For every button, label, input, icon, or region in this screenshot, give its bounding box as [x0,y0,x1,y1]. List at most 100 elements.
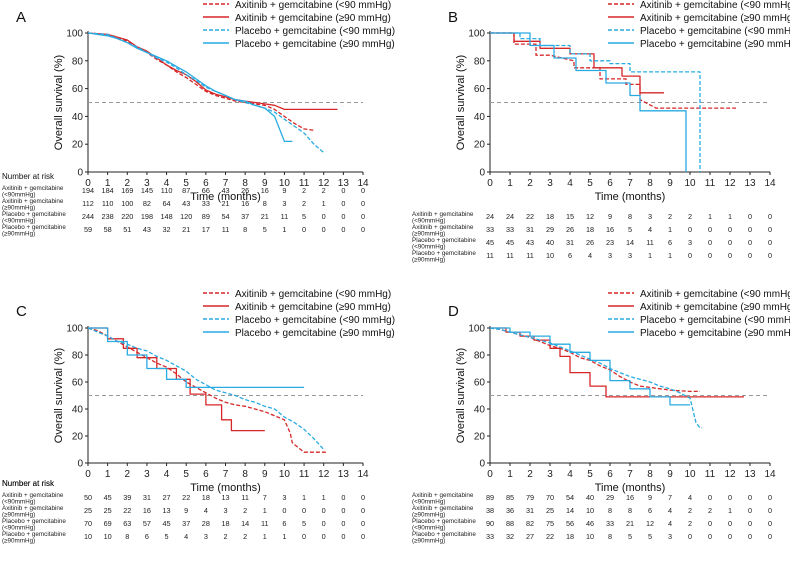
risk-value: 16 [606,225,614,234]
risk-value: 8 [125,532,129,541]
risk-value: 0 [708,519,712,528]
y-tick-label: 60 [72,378,84,389]
risk-row-label: Placebo + gemcitabine [412,250,476,257]
risk-value: 33 [486,225,494,234]
risk-row-label-sub: (≥90mmHg) [412,231,445,238]
x-tick-label: 4 [164,469,170,480]
y-axis-label: Overall survival (%) [53,348,65,443]
risk-value: 57 [143,519,151,528]
risk-value: 43 [526,238,534,247]
risk-value: 2 [302,186,306,195]
x-tick-label: 8 [647,178,653,189]
risk-value: 45 [506,238,514,247]
risk-value: 3 [668,532,672,541]
x-tick-label: 5 [183,469,189,480]
legend-label: Placebo + gemcitabine (<90 mmHg) [235,315,395,326]
risk-value: 0 [361,506,365,515]
risk-value: 0 [748,225,752,234]
risk-value: 45 [163,519,171,528]
survival-curve [87,32,338,111]
risk-row-label: Placebo + gemcitabine [2,224,66,231]
risk-value: 0 [768,506,772,515]
x-tick-label: 6 [607,469,613,480]
risk-value: 0 [361,519,365,528]
x-tick-label: 2 [125,178,131,189]
risk-value: 9 [608,212,612,221]
risk-value: 0 [708,532,712,541]
x-tick-label: 2 [527,178,533,189]
x-tick-label: 14 [764,178,776,189]
panel-letter: D [448,303,459,320]
risk-value: 238 [102,212,114,221]
y-tick-label: 100 [66,324,83,335]
risk-value: 16 [261,186,269,195]
risk-value: 0 [768,519,772,528]
risk-value: 87 [182,186,190,195]
risk-value: 148 [160,212,172,221]
risk-value: 4 [668,519,672,528]
risk-value: 3 [628,251,632,260]
risk-value: 9 [648,493,652,502]
risk-value: 0 [768,532,772,541]
risk-value: 5 [165,532,169,541]
risk-value: 0 [322,212,326,221]
legend-label: Placebo + gemcitabine (≥90 mmHg) [235,39,395,50]
risk-value: 6 [282,519,286,528]
risk-value: 6 [568,251,572,260]
risk-value: 5 [302,519,306,528]
risk-value: 1 [322,493,326,502]
risk-value: 0 [708,238,712,247]
risk-value: 43 [221,186,229,195]
risk-value: 11 [646,238,654,247]
risk-value: 220 [121,212,133,221]
risk-value: 5 [648,532,652,541]
y-tick-label: 0 [479,459,485,470]
risk-value: 18 [566,532,574,541]
risk-value: 0 [282,506,286,515]
risk-table-title: Number at risk [2,479,55,488]
risk-value: 0 [302,225,306,234]
risk-value: 15 [566,212,574,221]
risk-value: 51 [123,225,131,234]
risk-value: 6 [145,532,149,541]
legend-label: Placebo + gemcitabine (≥90 mmHg) [640,328,790,339]
risk-row-label: Axitinib + gemcitabine [412,211,474,218]
y-tick-label: 60 [474,378,486,389]
legend-label: Placebo + gemcitabine (≥90 mmHg) [235,328,395,339]
risk-row-label-sub: (≥90mmHg) [412,538,445,545]
risk-value: 5 [628,532,632,541]
legend-label: Axitinib + gemcitabine (≥90 mmHg) [235,302,391,313]
risk-value: 10 [104,532,112,541]
risk-row-label-sub: (<90mmHg) [2,499,35,506]
risk-value: 4 [668,506,672,515]
legend-label: Placebo + gemcitabine (≥90 mmHg) [640,39,790,50]
risk-value: 0 [748,238,752,247]
risk-value: 2 [322,186,326,195]
risk-value: 11 [241,493,249,502]
risk-value: 90 [486,519,494,528]
risk-value: 45 [486,238,494,247]
x-tick-label: 0 [85,469,91,480]
risk-value: 2 [708,506,712,515]
risk-row-label: Placebo + gemcitabine [412,237,476,244]
risk-value: 3 [223,506,227,515]
risk-value: 0 [728,532,732,541]
x-tick-label: 12 [724,469,736,480]
risk-value: 1 [648,251,652,260]
x-tick-label: 1 [105,178,111,189]
risk-value: 3 [688,238,692,247]
risk-value: 112 [82,199,94,208]
risk-value: 244 [82,212,94,221]
risk-value: 0 [728,519,732,528]
risk-value: 0 [322,532,326,541]
risk-value: 1 [282,532,286,541]
risk-value: 0 [728,493,732,502]
risk-value: 0 [768,212,772,221]
risk-row-label-sub: (<90mmHg) [412,218,445,225]
x-tick-label: 2 [527,469,533,480]
risk-value: 69 [104,519,112,528]
risk-value: 0 [341,519,345,528]
